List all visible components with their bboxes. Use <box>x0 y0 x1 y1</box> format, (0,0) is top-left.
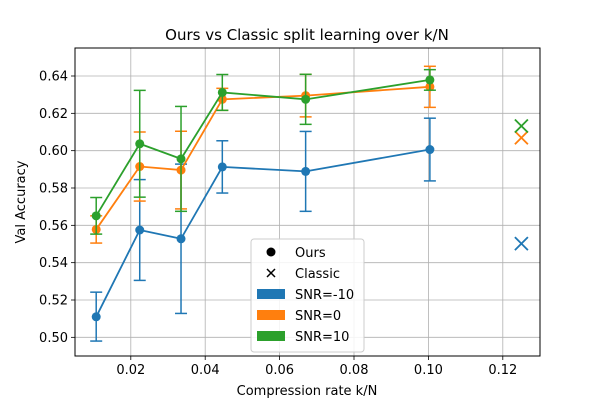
y-tick-label: 0.62 <box>39 107 68 122</box>
data-point <box>135 225 145 235</box>
x-tick-label: 0.12 <box>488 363 517 378</box>
data-point <box>301 94 311 104</box>
grid <box>75 48 540 356</box>
legend-label: Ours <box>295 246 326 261</box>
legend-patch <box>257 331 285 341</box>
legend-label: SNR=0 <box>295 309 341 324</box>
series-line <box>95 85 430 230</box>
legend-label: Classic <box>295 267 340 282</box>
series-layer <box>90 65 529 342</box>
legend: Ours Classic SNR=-10 SNR=0 SNR=10 <box>250 238 365 353</box>
legend-box <box>250 238 365 353</box>
chart-title: Ours vs Classic split learning over k/N <box>165 26 449 44</box>
data-point <box>91 312 101 322</box>
data-point <box>217 162 227 172</box>
y-axis-label: Val Accuracy <box>14 160 29 243</box>
legend-label: SNR=10 <box>295 330 349 345</box>
x-tick-label: 0.04 <box>191 363 220 378</box>
y-tick-label: 0.52 <box>39 294 68 309</box>
legend-marker-circle <box>266 247 276 257</box>
x-tick-label: 0.10 <box>414 363 443 378</box>
legend-label: SNR=-10 <box>295 288 354 303</box>
classic-marker-stroke <box>514 118 529 134</box>
y-tick-label: 0.56 <box>39 219 68 234</box>
data-point <box>301 166 311 176</box>
y-tick-label: 0.64 <box>39 70 68 85</box>
series-line <box>95 79 431 217</box>
data-point <box>91 211 101 221</box>
x-tick-label: 0.02 <box>116 363 145 378</box>
data-point <box>217 87 227 97</box>
y-tick-label: 0.50 <box>39 331 68 346</box>
data-point <box>176 154 186 164</box>
legend-patch <box>257 310 285 320</box>
series-snr-10 <box>90 117 529 342</box>
y-tick-label: 0.60 <box>39 144 68 159</box>
legend-patch <box>257 289 285 299</box>
data-point <box>425 145 435 155</box>
data-point <box>425 75 435 85</box>
y-tick-label: 0.58 <box>39 182 68 197</box>
x-tick-label: 0.06 <box>265 363 294 378</box>
classic-marker-stroke <box>514 130 529 145</box>
classic-marker-stroke <box>514 236 529 251</box>
x-axis-label: Compression rate k/N <box>237 384 378 399</box>
ticks: 0.02 0.04 0.06 0.08 0.10 0.12 0.50 0.52 0.54 0.56… <box>39 70 517 379</box>
series-snr-10 <box>90 68 529 235</box>
data-point <box>176 234 186 244</box>
legend-marker-x <box>266 268 276 278</box>
x-tick-label: 0.08 <box>340 363 369 378</box>
series-line <box>95 148 431 318</box>
y-tick-label: 0.54 <box>39 256 68 271</box>
data-point <box>135 139 145 149</box>
plot-frame <box>74 47 541 357</box>
